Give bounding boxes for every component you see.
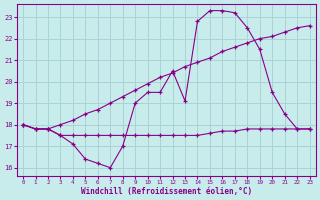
X-axis label: Windchill (Refroidissement éolien,°C): Windchill (Refroidissement éolien,°C) [81,187,252,196]
